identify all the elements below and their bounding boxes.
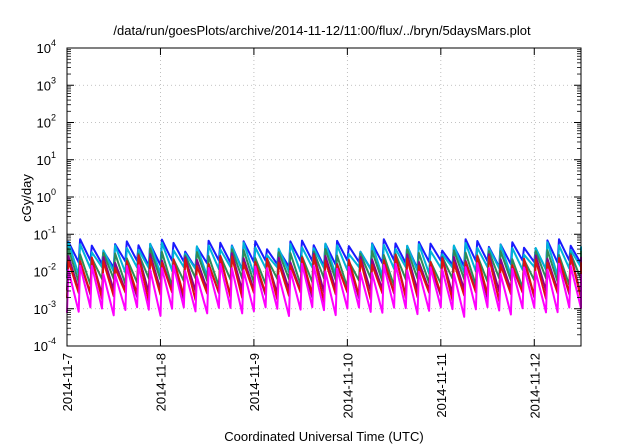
y-tick-label: 102 [37, 113, 56, 131]
y-tick-label: 103 [37, 75, 56, 93]
x-tick-label: 2014-11-12 [527, 353, 542, 419]
y-axis-label: cGy/day [19, 174, 34, 222]
x-axis-label: Coordinated Universal Time (UTC) [224, 429, 423, 444]
series-line [66, 262, 582, 318]
x-tick-label: 2014-11-11 [434, 353, 449, 418]
y-tick-label: 10-3 [34, 299, 56, 317]
x-tick-label: 2014-11-9 [247, 353, 262, 411]
x-axis: 2014-11-7 2014-11-8 2014-11-9 2014-11-10 201… [60, 48, 542, 419]
y-tick-label: 10-2 [34, 262, 56, 280]
y-axis: 10-4 10-3 10-2 10-1 100 101 102 103 104 [34, 38, 581, 354]
y-tick-label: 10-1 [34, 224, 56, 242]
series-group [66, 238, 582, 318]
y-tick-label: 10-4 [34, 336, 56, 354]
x-tick-label: 2014-11-7 [60, 353, 75, 411]
x-tick-label: 2014-11-10 [340, 353, 355, 419]
y-tick-label: 101 [37, 150, 56, 168]
x-tick-label: 2014-11-8 [153, 353, 168, 411]
chart-title: /data/run/goesPlots/archive/2014-11-12/1… [113, 23, 531, 38]
y-tick-label: 100 [37, 187, 56, 205]
y-tick-label: 104 [37, 38, 56, 56]
